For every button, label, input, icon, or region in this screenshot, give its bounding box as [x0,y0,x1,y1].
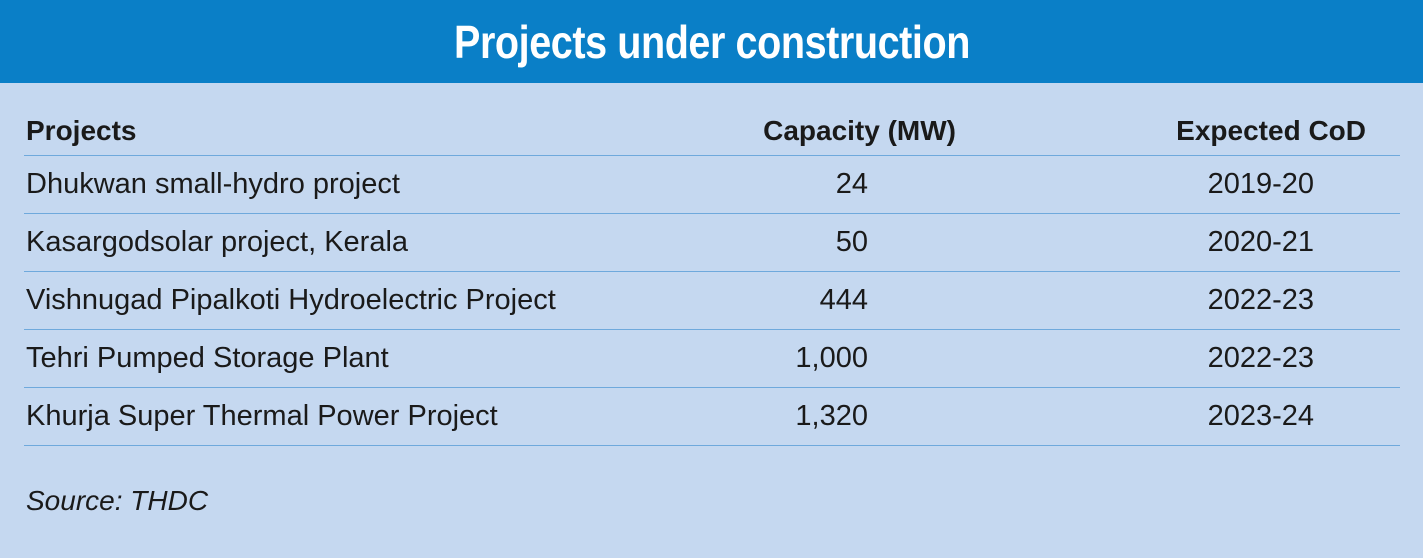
capacity-cell: 1,320 [795,400,868,432]
table-row: Tehri Pumped Storage Plant 1,000 2022-23 [24,330,1400,388]
project-name-cell: Khurja Super Thermal Power Project [26,400,498,432]
project-name-cell: Vishnugad Pipalkoti Hydroelectric Projec… [26,284,556,316]
expected-cod-cell: 2022-23 [1207,284,1314,316]
table-row: Vishnugad Pipalkoti Hydroelectric Projec… [24,272,1400,330]
title-bar: Projects under construction [0,0,1423,83]
source-note: Source: THDC [26,485,209,516]
column-header-expected-cod: Expected CoD [1176,114,1366,146]
table-row: Kasargodsolar project, Kerala 50 2020-21 [24,214,1400,272]
capacity-cell: 24 [835,168,868,200]
project-name-cell: Kasargodsolar project, Kerala [26,226,409,258]
expected-cod-cell: 2019-20 [1207,168,1314,200]
project-name-cell: Tehri Pumped Storage Plant [26,342,389,374]
column-header-capacity: Capacity (MW) [763,114,956,146]
expected-cod-cell: 2023-24 [1207,400,1314,432]
capacity-cell: 1,000 [795,342,868,374]
table-row: Dhukwan small-hydro project 24 2019-20 [24,156,1400,214]
projects-table: Projects Capacity (MW) Expected CoD Dhuk… [24,106,1400,446]
page-title: Projects under construction [453,15,970,68]
project-name-cell: Dhukwan small-hydro project [26,168,400,200]
table-header-row: Projects Capacity (MW) Expected CoD [24,106,1400,156]
expected-cod-cell: 2020-21 [1207,226,1314,258]
column-header-projects: Projects [26,114,137,146]
expected-cod-cell: 2022-23 [1207,342,1314,374]
capacity-cell: 50 [835,226,868,258]
table-row: Khurja Super Thermal Power Project 1,320… [24,388,1400,446]
capacity-cell: 444 [819,284,868,316]
